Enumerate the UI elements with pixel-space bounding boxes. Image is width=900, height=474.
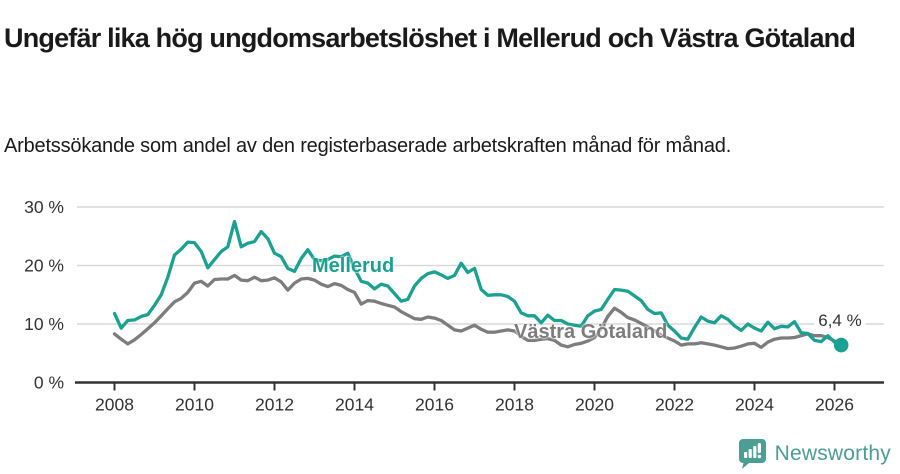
newsworthy-logo: Newsworthy: [738, 438, 891, 470]
y-tick-label-0: 0 %: [34, 373, 64, 393]
x-tick-label-2020: 2020: [575, 395, 614, 415]
x-tick-label-2012: 2012: [255, 395, 294, 415]
x-tick-label-2024: 2024: [735, 395, 774, 415]
x-tick-label-2022: 2022: [655, 395, 694, 415]
latest-value-dot: [833, 337, 849, 353]
bar-chart-bubble-icon: [738, 439, 766, 469]
x-tick-label-2016: 2016: [415, 395, 454, 415]
chart-subtitle: Arbetssökande som andel av den registerb…: [4, 135, 732, 157]
x-tick-label-2014: 2014: [335, 395, 374, 415]
y-tick-label-30: 30 %: [24, 197, 64, 217]
x-tick-label-2026: 2026: [815, 395, 854, 415]
y-tick-label-20: 20 %: [24, 256, 64, 276]
brand-name: Newsworthy: [774, 442, 891, 465]
mellerud-line: [112, 219, 843, 347]
vastra-gotaland-line: [112, 273, 837, 351]
x-tick-label-2010: 2010: [175, 395, 214, 415]
x-tick-label-2008: 2008: [95, 395, 134, 415]
latest-value-annotation: 6,4 %: [814, 311, 866, 331]
page-title: Ungefär lika hög ungdomsarbetslöshet i M…: [4, 23, 856, 54]
series-label-mellerud: Mellerud: [312, 255, 395, 277]
x-tick-label-2018: 2018: [495, 395, 534, 415]
series-label-vastra-gotaland: Västra Götaland: [514, 321, 668, 343]
y-tick-label-10: 10 %: [24, 314, 64, 334]
